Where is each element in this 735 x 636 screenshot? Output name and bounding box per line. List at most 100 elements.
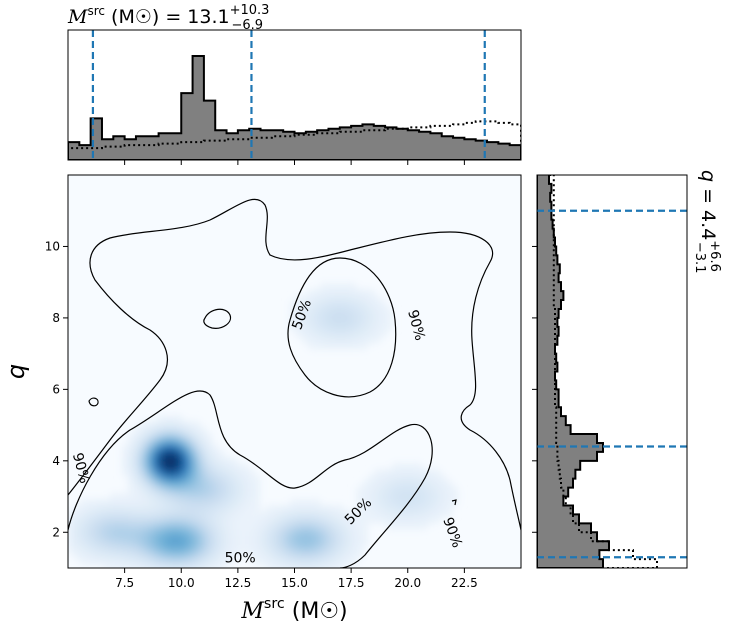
density-cell (98, 517, 105, 524)
density-cell (368, 499, 375, 506)
density-cell (398, 499, 405, 506)
density-cell (326, 337, 333, 344)
density-cell (92, 523, 99, 530)
density-cell (104, 523, 111, 530)
density-cell (74, 517, 81, 524)
density-cell (140, 535, 147, 542)
density-cell (314, 319, 321, 326)
density-cell (134, 541, 141, 548)
density-cell (104, 517, 111, 524)
density-cell (188, 505, 195, 512)
density-cell (236, 553, 243, 560)
density-cell (230, 457, 237, 464)
density-cell (260, 517, 267, 524)
density-cell (290, 559, 297, 566)
density-cell (224, 463, 231, 470)
density-cell (212, 547, 219, 554)
density-cell (194, 493, 201, 500)
density-cell (140, 421, 147, 428)
density-cell (182, 553, 189, 560)
density-cell (116, 505, 123, 512)
density-cell (326, 541, 333, 548)
density-cell (74, 529, 81, 536)
density-cell (188, 451, 195, 458)
density-cell (314, 505, 321, 512)
density-cell (410, 469, 417, 476)
density-cell (386, 475, 393, 482)
density-cell (260, 529, 267, 536)
density-cell (320, 511, 327, 518)
density-cell (74, 511, 81, 518)
density-cell (146, 553, 153, 560)
density-cell (380, 307, 387, 314)
density-cell (290, 511, 297, 518)
density-cell (170, 553, 177, 560)
density-cell (194, 475, 201, 482)
density-cell (134, 445, 141, 452)
density-cell (206, 475, 213, 482)
density-cell (92, 547, 99, 554)
density-cell (320, 313, 327, 320)
density-cell (416, 481, 423, 488)
density-cell (134, 535, 141, 542)
density-cell (242, 487, 249, 494)
density-cell (350, 541, 357, 548)
density-cell (212, 457, 219, 464)
density-cell (224, 559, 231, 566)
x-tick-label: 20.0 (394, 576, 421, 590)
density-cell (122, 463, 129, 470)
density-cell (128, 547, 135, 554)
density-cell (128, 565, 135, 568)
density-cell (74, 553, 81, 560)
density-cell (170, 535, 177, 542)
density-cell (392, 481, 399, 488)
density-cell (194, 427, 201, 434)
density-cell (98, 499, 105, 506)
density-cell (236, 505, 243, 512)
density-cell (392, 511, 399, 518)
density-cell (146, 487, 153, 494)
density-cell (200, 493, 207, 500)
density-cell (308, 289, 315, 296)
density-cell (158, 487, 165, 494)
density-cell (158, 421, 165, 428)
density-cell (92, 505, 99, 512)
density-cell (230, 511, 237, 518)
density-cell (374, 331, 381, 338)
density-cell (122, 559, 129, 566)
density-cell (158, 427, 165, 434)
density-cell (128, 553, 135, 560)
density-cell (368, 301, 375, 308)
density-cell (260, 511, 267, 518)
density-cell (218, 523, 225, 530)
density-cell (218, 463, 225, 470)
density-cell (86, 547, 93, 554)
density-cell (314, 289, 321, 296)
density-cell (296, 517, 303, 524)
density-cell (380, 493, 387, 500)
density-cell (176, 535, 183, 542)
density-cell (182, 547, 189, 554)
density-cell (260, 547, 267, 554)
density-cell (350, 517, 357, 524)
density-cell (224, 517, 231, 524)
density-cell (146, 445, 153, 452)
density-cell (344, 325, 351, 332)
density-cell (86, 499, 93, 506)
contour-label: 90% (69, 451, 93, 485)
density-cell (428, 499, 435, 506)
density-cell (374, 295, 381, 302)
density-cell (176, 505, 183, 512)
density-cell (164, 469, 171, 476)
density-cell (374, 469, 381, 476)
density-cell (74, 523, 81, 530)
density-cell (380, 331, 387, 338)
density-cell (146, 523, 153, 530)
density-cell (194, 439, 201, 446)
density-cell (266, 517, 273, 524)
density-cell (152, 529, 159, 536)
density-cell (122, 535, 129, 542)
contour-label: 50% (225, 550, 256, 566)
density-cell (338, 541, 345, 548)
density-cell (152, 493, 159, 500)
